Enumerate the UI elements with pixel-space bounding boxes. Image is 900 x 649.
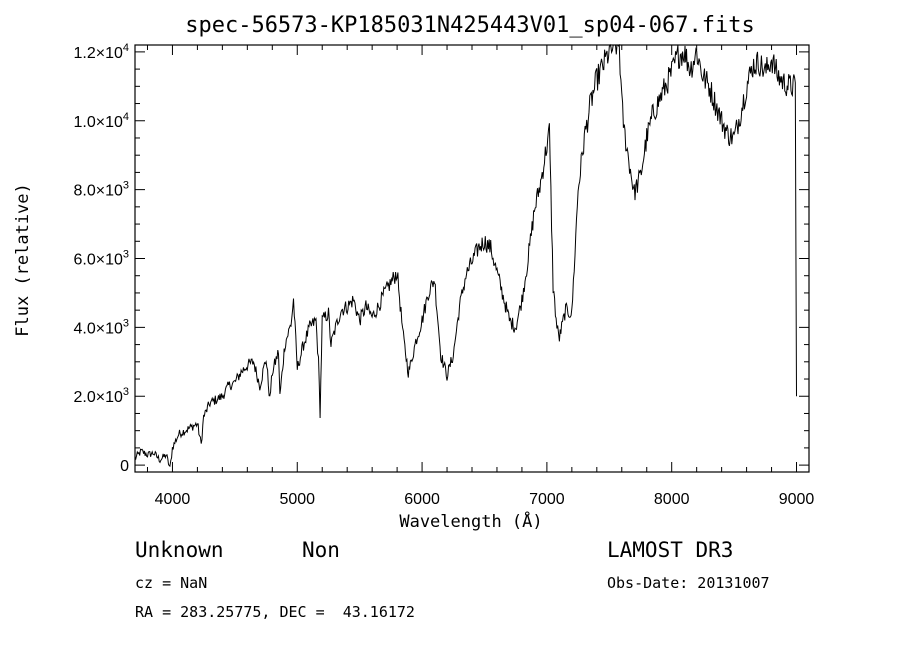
x-tick-label: 6000 <box>404 491 440 508</box>
x-tick-label: 7000 <box>529 491 565 508</box>
x-axis-label: Wavelength (Å) <box>399 510 542 532</box>
x-tick-labels: 4000 5000 6000 7000 8000 9000 <box>155 491 815 508</box>
plot-frame <box>134 44 810 473</box>
y-tick-label: 0 <box>120 458 129 475</box>
y-tick-label: 8.0×103 <box>73 180 129 200</box>
ra-dec: RA = 283.25775, DEC = 43.16172 <box>135 603 415 621</box>
object-subclass: Non <box>302 538 340 562</box>
y-tick-label: 6.0×103 <box>73 249 129 269</box>
spectrum-line <box>134 43 797 468</box>
y-tick-labels: 0 2.0×103 4.0×103 6.0×103 8.0×103 1.0×104 1.2×… <box>73 42 129 475</box>
y-tick-label: 4.0×103 <box>73 317 129 337</box>
y-tick-label: 2.0×103 <box>73 386 129 406</box>
x-tick-label: 8000 <box>654 491 690 508</box>
object-class: Unknown <box>135 538 224 562</box>
x-tick-label: 4000 <box>155 491 191 508</box>
survey-name: LAMOST DR3 <box>607 538 734 562</box>
x-tick-label: 5000 <box>279 491 315 508</box>
y-tick-label: 1.2×104 <box>73 42 129 62</box>
obs-date: Obs-Date: 20131007 <box>607 574 770 592</box>
y-axis-label: Flux (relative) <box>13 183 33 337</box>
y-tick-label: 1.0×104 <box>73 111 129 131</box>
chart-title: spec-56573-KP185031N425443V01_sp04-067.f… <box>185 13 755 38</box>
x-tick-label: 9000 <box>779 491 815 508</box>
axis-ticks <box>135 45 809 472</box>
cz-value: cz = NaN <box>135 574 208 592</box>
